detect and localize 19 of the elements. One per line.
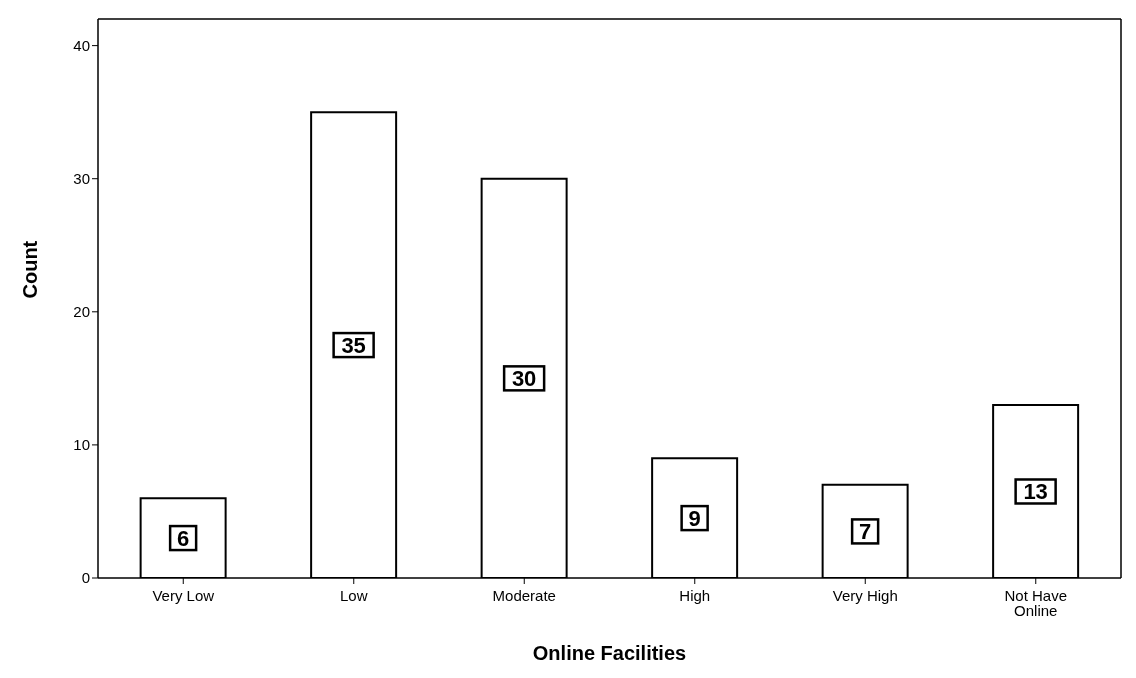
x-tick-label: Very High — [832, 586, 898, 604]
y-tick-label: 30 — [73, 170, 90, 188]
y-tick-label: 0 — [81, 569, 90, 587]
y-tick-label: 10 — [73, 436, 90, 454]
x-tick-label: Low — [339, 586, 368, 604]
y-tick-label: 40 — [73, 36, 90, 54]
x-tick-label: High — [679, 586, 711, 604]
data-label: 30 — [511, 365, 537, 391]
x-tick-label: Very Low — [152, 586, 215, 604]
data-label: 9 — [688, 505, 701, 531]
data-label: 7 — [859, 518, 872, 544]
data-label: 13 — [1023, 478, 1048, 504]
x-tick-label: Not Have Online — [1004, 586, 1068, 619]
y-tick-label: 20 — [73, 303, 90, 321]
x-tick-label: Moderate — [492, 586, 556, 604]
data-label: 35 — [341, 332, 366, 358]
data-label: 6 — [177, 525, 190, 551]
y-axis-title: Count — [19, 240, 42, 299]
x-axis-title: Online Facilities — [532, 642, 687, 664]
